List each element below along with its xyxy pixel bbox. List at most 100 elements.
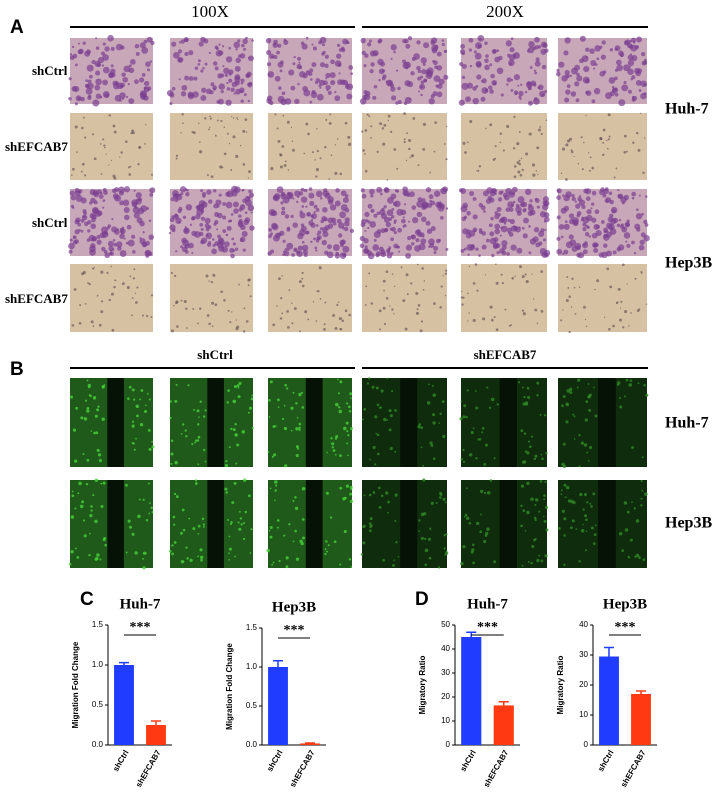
cell xyxy=(472,282,476,285)
cell xyxy=(522,208,527,213)
cell xyxy=(619,224,624,229)
cell xyxy=(267,450,270,453)
cell xyxy=(97,453,102,457)
cell xyxy=(312,301,315,303)
cell xyxy=(267,71,275,78)
cell xyxy=(120,82,126,88)
cell xyxy=(537,173,539,176)
cell xyxy=(326,244,332,250)
cell xyxy=(286,120,290,124)
cell xyxy=(462,296,465,299)
cell xyxy=(68,242,75,250)
cell xyxy=(528,440,531,443)
cell xyxy=(330,437,333,440)
cell xyxy=(273,453,277,457)
cell xyxy=(302,536,306,540)
cell xyxy=(305,36,309,40)
cell xyxy=(197,423,200,426)
cell xyxy=(574,200,577,203)
cell xyxy=(444,501,447,504)
cell xyxy=(391,207,395,211)
cell xyxy=(218,193,222,197)
cell xyxy=(359,243,365,249)
cell xyxy=(197,463,200,466)
cell xyxy=(522,312,526,316)
cell xyxy=(408,139,412,143)
cell xyxy=(324,548,327,551)
cell xyxy=(343,529,347,534)
cell xyxy=(208,199,213,204)
cell xyxy=(191,230,197,237)
cell xyxy=(520,157,523,160)
cell xyxy=(123,206,130,213)
cell xyxy=(303,188,308,193)
cell xyxy=(633,507,636,510)
cell xyxy=(248,406,253,410)
cell xyxy=(542,42,548,48)
cell xyxy=(203,38,209,44)
cell xyxy=(297,195,300,199)
cell xyxy=(478,165,482,168)
cell xyxy=(81,162,85,166)
cell xyxy=(180,433,183,435)
cell xyxy=(461,63,467,69)
cell xyxy=(92,494,95,497)
cell xyxy=(89,394,92,398)
cell xyxy=(631,446,635,449)
cell xyxy=(204,62,208,66)
cell xyxy=(562,395,566,398)
cell xyxy=(484,41,488,45)
cell xyxy=(370,208,375,213)
cell xyxy=(644,195,648,198)
cell xyxy=(478,254,481,257)
cell xyxy=(133,448,136,451)
cell xyxy=(176,325,179,328)
cell xyxy=(441,42,445,47)
cell xyxy=(625,240,628,243)
cell xyxy=(475,406,479,410)
cell xyxy=(540,559,544,563)
cell xyxy=(345,421,349,425)
cell xyxy=(238,207,243,212)
cell xyxy=(249,225,255,231)
cell xyxy=(93,431,96,435)
wound-gap xyxy=(107,378,124,467)
cell xyxy=(576,386,579,389)
cell xyxy=(347,434,350,437)
cell xyxy=(534,197,538,201)
cell xyxy=(309,200,315,207)
cell xyxy=(406,293,409,296)
cell xyxy=(419,83,426,90)
cell xyxy=(609,48,614,52)
cell xyxy=(323,327,326,331)
cell xyxy=(298,61,301,64)
cell xyxy=(73,288,77,291)
cell xyxy=(420,80,425,85)
cell xyxy=(386,377,389,380)
cell xyxy=(110,46,115,51)
cell xyxy=(185,204,193,211)
cell xyxy=(631,75,636,80)
cell xyxy=(439,306,442,309)
cell xyxy=(173,274,177,277)
cell xyxy=(112,124,116,128)
cell xyxy=(365,90,371,97)
cell xyxy=(635,131,639,135)
cell xyxy=(608,135,611,138)
x-tick-label: shEFCAB7 xyxy=(288,748,317,789)
cell xyxy=(349,427,354,431)
cell xyxy=(495,243,501,249)
cell xyxy=(339,211,347,219)
cell xyxy=(284,464,288,468)
cell xyxy=(286,387,289,390)
cell xyxy=(526,386,530,390)
cell xyxy=(481,426,485,430)
cell xyxy=(461,303,464,306)
cell xyxy=(204,117,207,120)
cell xyxy=(333,540,337,544)
wound-gap xyxy=(207,378,224,467)
cell xyxy=(462,415,466,419)
cell xyxy=(612,217,619,224)
cell xyxy=(83,211,87,216)
cell xyxy=(309,100,313,104)
